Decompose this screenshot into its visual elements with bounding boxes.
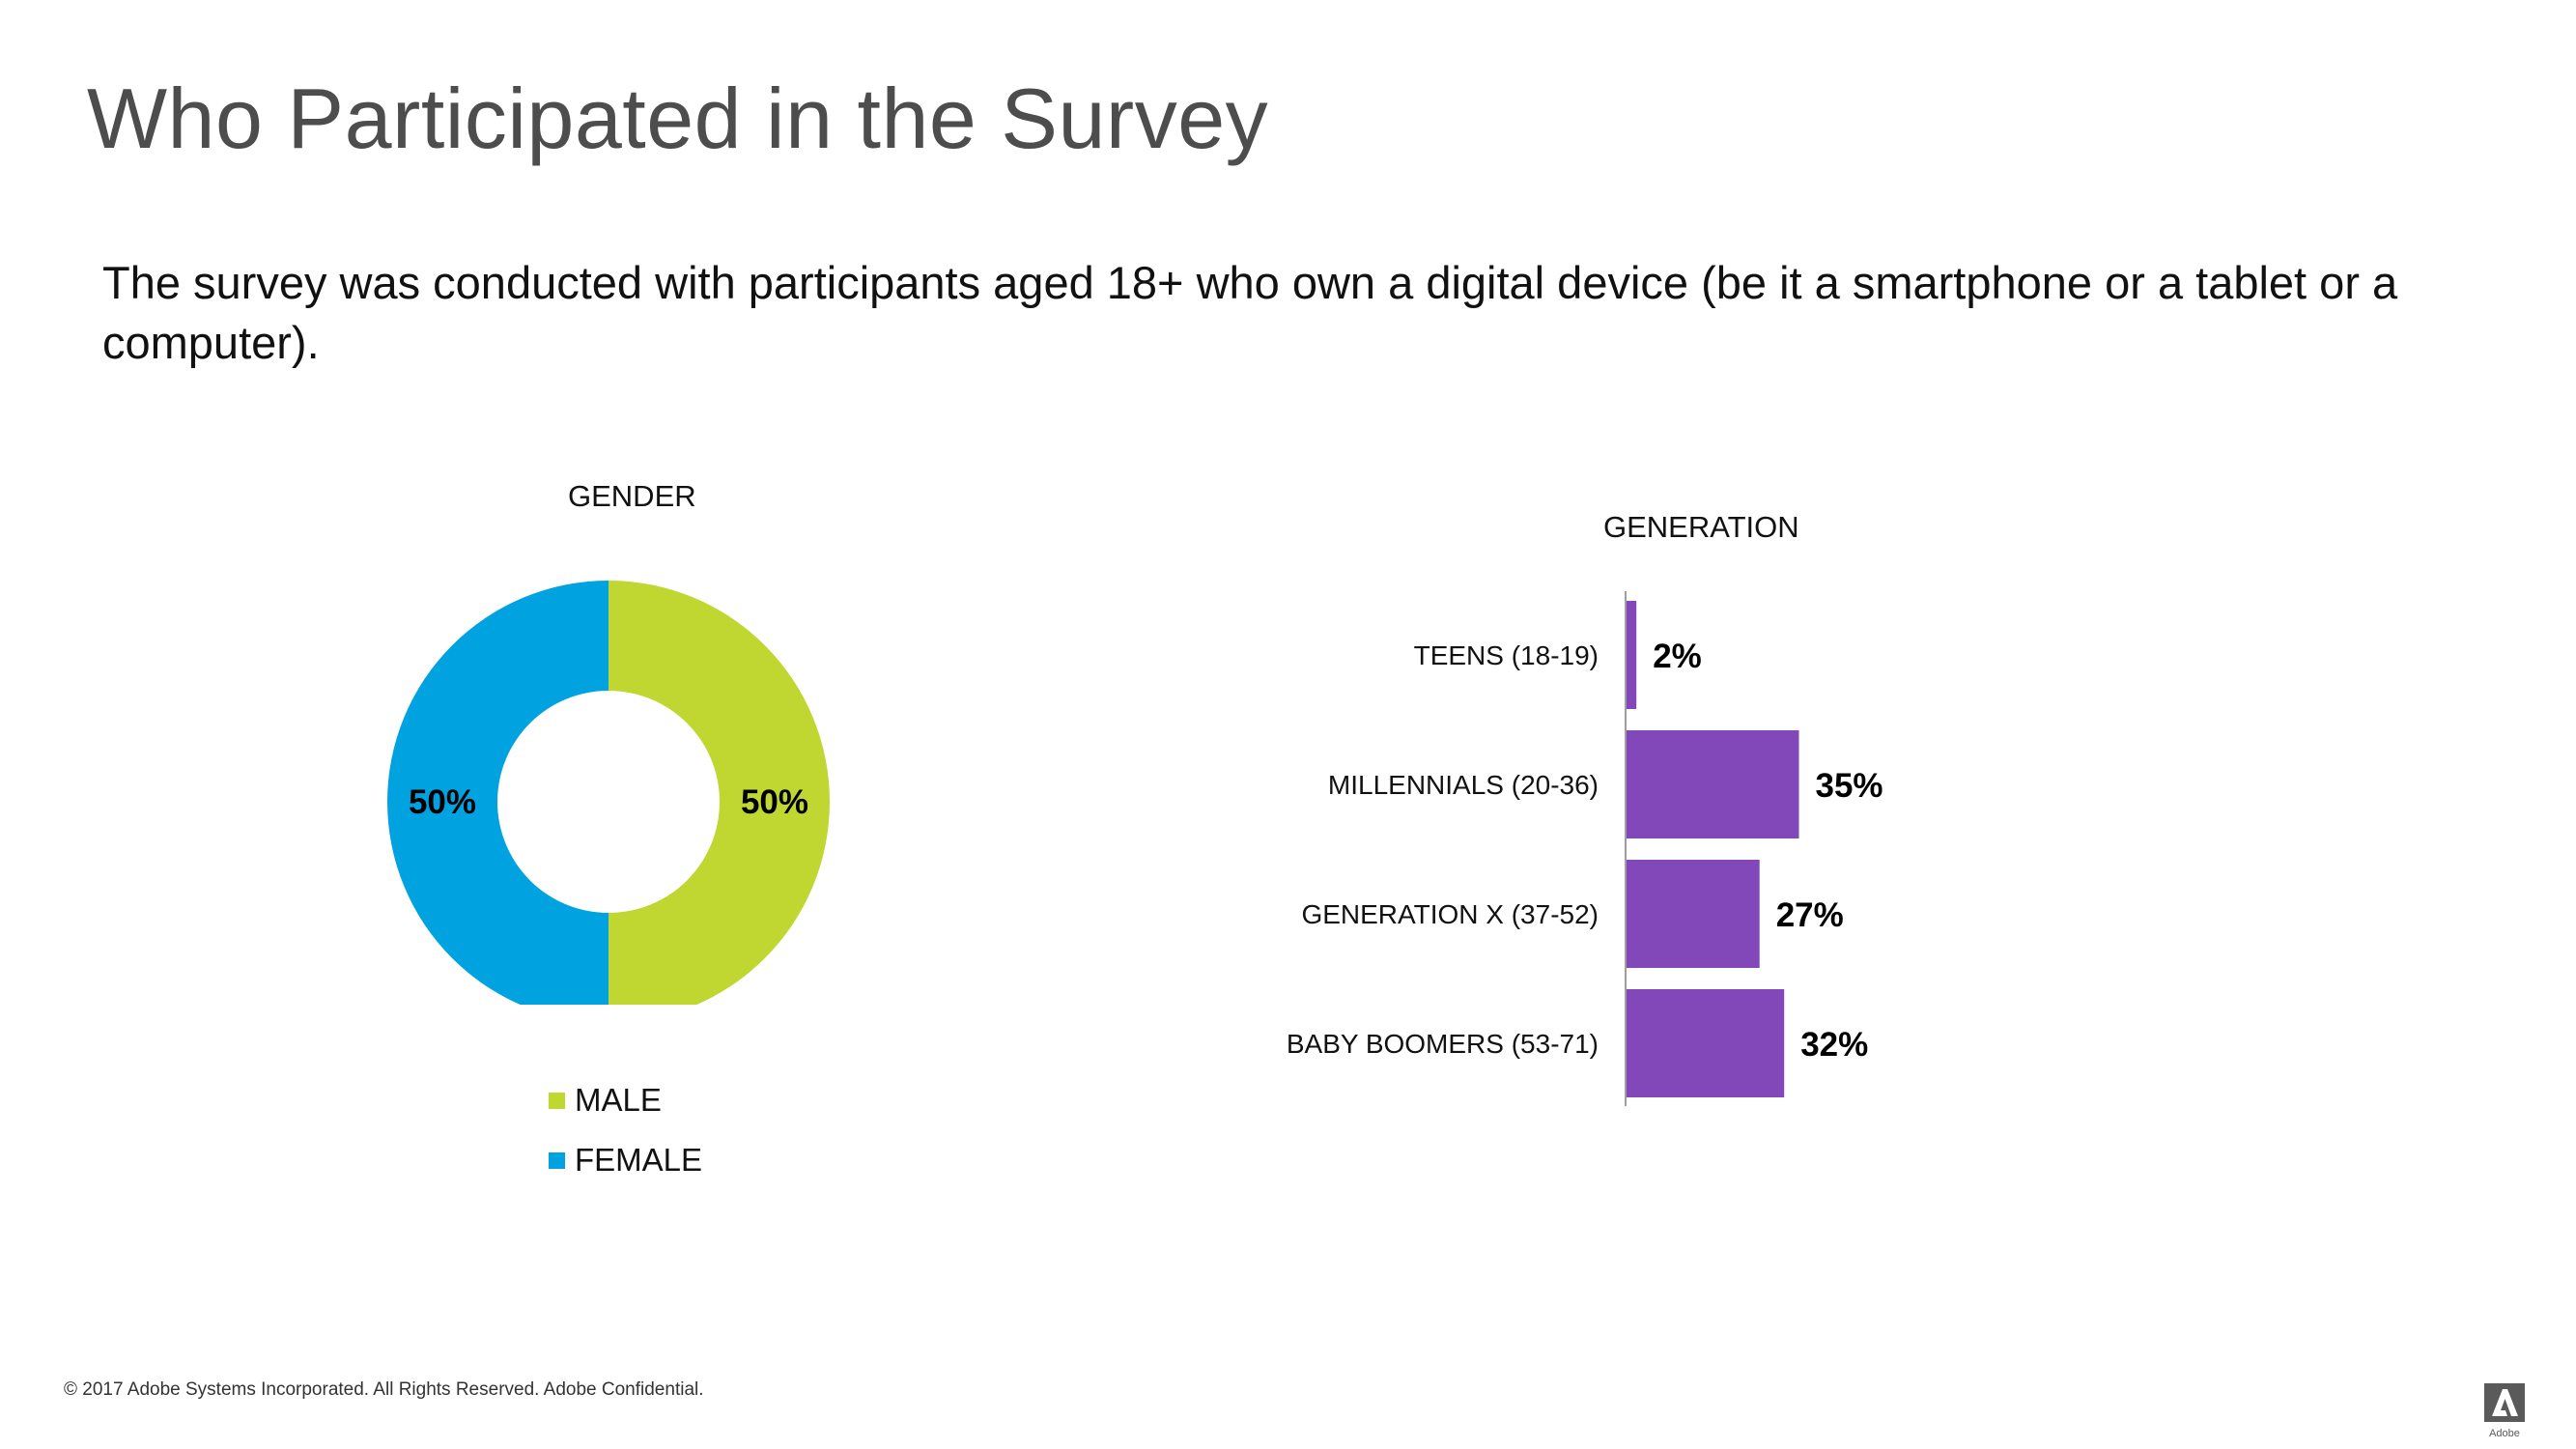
adobe-logo-icon: Adobe: [2484, 1383, 2525, 1439]
legend-swatch-female: [549, 1151, 565, 1169]
gender-legend: MALE FEMALE: [549, 1070, 702, 1190]
bar-3: [1627, 989, 1785, 1097]
legend-label-female: FEMALE: [575, 1142, 703, 1178]
donut-label-male: 50%: [741, 783, 808, 821]
bar-1: [1627, 730, 1799, 838]
bar-category-label-3: BABY BOOMERS (53-71): [1287, 1029, 1599, 1059]
donut-label-female: 50%: [409, 783, 476, 821]
legend-item-male: MALE: [549, 1070, 702, 1130]
slide-title: Who Participated in the Survey: [87, 71, 1269, 166]
generation-bar-chart: TEENS (18-19) 2% MILLENNIALS (20-36) 35% GEN…: [1287, 591, 1883, 1106]
donut-slice-male: [609, 581, 830, 1005]
gender-donut-chart: 50% 50%: [387, 581, 830, 1005]
generation-chart-title: GENERATION: [1603, 510, 1799, 544]
adobe-logo-text: Adobe: [2489, 1428, 2520, 1439]
copyright-footer: © 2017 Adobe Systems Incorporated. All R…: [64, 1379, 704, 1400]
bar-value-label-3: 32%: [1800, 1026, 1868, 1064]
bar-value-label-1: 35%: [1816, 767, 1883, 805]
bar-category-label-2: GENERATION X (37-52): [1301, 899, 1599, 929]
bar-category-label-0: TEENS (18-19): [1414, 640, 1599, 670]
slide-description: The survey was conducted with participan…: [102, 257, 2398, 368]
bar-2: [1627, 860, 1760, 968]
gender-chart-title: GENDER: [568, 479, 696, 513]
legend-label-male: MALE: [575, 1082, 662, 1118]
bar-value-label-0: 2%: [1653, 638, 1702, 675]
bar-0: [1627, 601, 1637, 709]
bar-category-label-1: MILLENNIALS (20-36): [1328, 770, 1599, 800]
bar-value-label-2: 27%: [1776, 896, 1844, 934]
donut-slice-female: [387, 581, 609, 1005]
legend-item-female: FEMALE: [549, 1130, 702, 1190]
legend-swatch-male: [549, 1092, 565, 1109]
